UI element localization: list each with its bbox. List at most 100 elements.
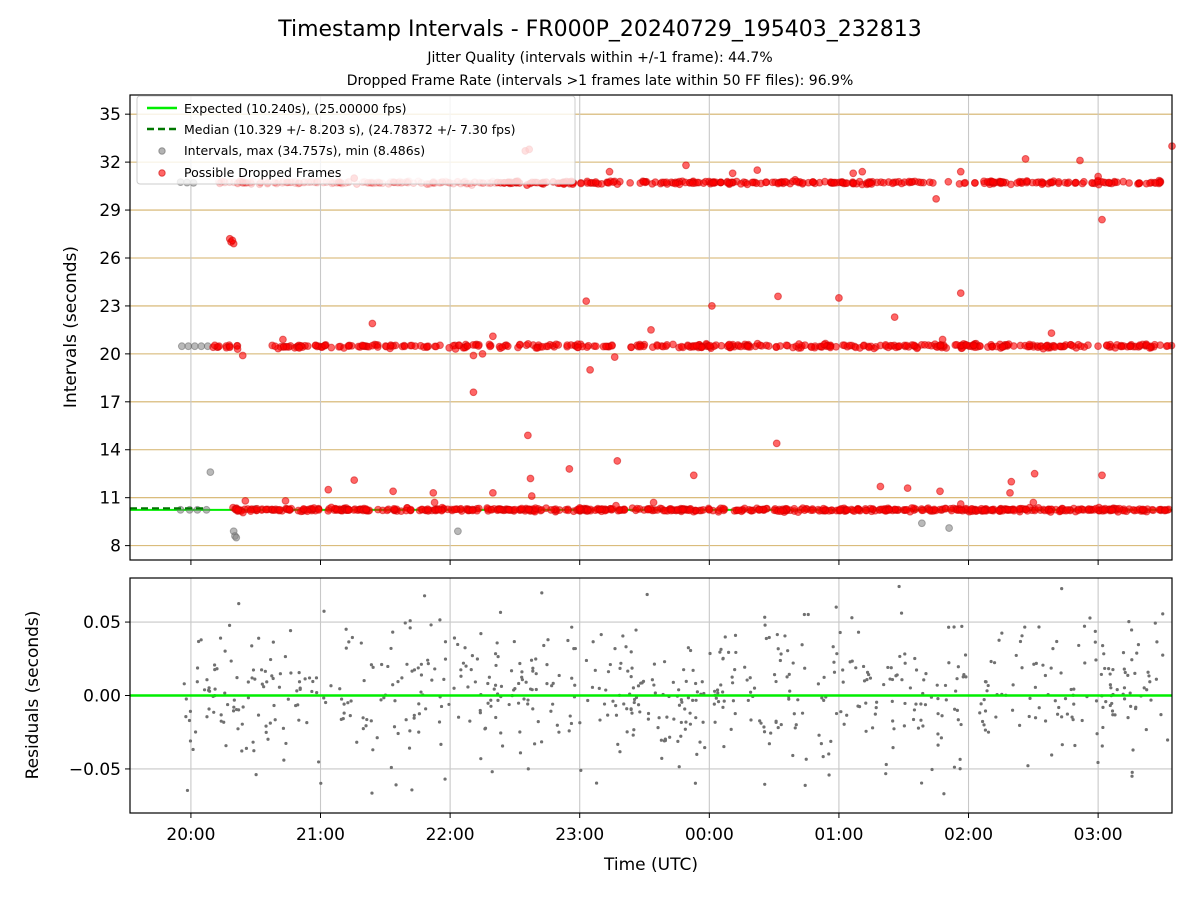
residual-point [456,642,460,647]
residual-point [534,687,538,692]
residual-point [1161,612,1165,616]
residual-point [273,718,277,722]
residual-point [464,664,468,668]
residual-point [193,730,198,734]
residual-point [253,677,257,681]
residual-point [884,772,888,776]
legend-intervals-swatch [158,147,166,155]
dropped-frame-point [988,177,997,186]
residual-point [657,716,661,720]
dropped-frame-point [538,342,547,351]
residual-point [889,666,893,670]
dropped-frame-point [1107,506,1116,515]
residual-point [347,640,351,644]
dropped-frame-point [662,178,671,187]
x-tick-label: 01:00 [814,825,863,845]
top-y-tick-label: 14 [99,441,121,461]
residual-point [369,719,373,723]
residual-point [1104,699,1108,704]
residual-point [838,630,842,635]
residual-point [236,727,240,731]
residual-point [888,677,892,681]
residual-point [322,609,326,613]
dropped-frame-outlier [1029,498,1038,507]
residual-point [262,685,266,689]
residual-point [473,680,477,684]
chart-subtitle-dropped: Dropped Frame Rate (intervals >1 frames … [347,73,854,89]
residual-point [1144,727,1148,732]
residual-point [573,683,577,687]
residual-point [492,687,496,691]
dropped-frame-point [867,180,876,188]
top-y-tick-label: 32 [99,153,121,173]
residual-point [958,757,962,761]
residual-point [792,712,796,716]
residual-point [606,713,610,717]
residual-point [890,699,894,704]
dropped-frame-outlier [903,484,912,492]
dropped-frame-point [925,506,934,514]
dropped-frame-outlier [1030,469,1039,478]
residual-point [438,618,442,622]
residual-point [626,669,630,673]
residual-point [570,676,574,680]
dropped-frame-point [524,505,533,514]
residual-point [640,681,644,685]
residual-point [1110,709,1115,713]
residual-point [624,645,628,649]
residual-point [479,757,483,761]
top-y-tick-label: 29 [99,201,121,221]
residual-point [767,742,771,746]
residual-point [1082,624,1087,628]
top-y-tick-label: 8 [110,537,121,557]
residual-point [800,643,804,647]
residual-point [566,638,570,643]
residual-point [763,782,767,786]
residual-point [315,691,319,695]
residual-point [227,623,232,627]
residual-point [1055,639,1059,644]
residual-point [322,696,326,700]
residual-point [955,708,959,713]
residual-point [982,723,986,727]
residual-point [250,644,254,648]
residual-point [361,727,365,731]
residual-point [1060,587,1064,591]
residual-point [636,684,641,688]
residual-point [1161,653,1165,657]
residual-point [831,645,835,649]
residual-point [1033,716,1038,720]
dropped-frame-point [861,506,870,515]
residual-point [531,666,535,670]
dropped-frame-point [344,506,353,514]
residual-point [677,765,681,769]
residual-point [630,711,634,715]
residual-point [722,744,726,749]
residual-point [594,781,599,785]
dropped-frame-point [432,342,440,351]
residual-point [339,697,344,701]
residual-point [1128,691,1132,695]
dropped-frame-point [1063,179,1072,188]
residual-point [659,738,663,742]
dropped-frame-point [636,342,645,351]
dropped-frame-point [969,341,978,350]
residual-point [1126,716,1130,720]
dropped-frame-point [285,505,294,514]
dropped-frame-point [1022,505,1031,514]
residual-point [241,705,245,709]
residual-point [629,707,633,712]
dropped-frame-point [592,342,600,351]
dropped-frame-point [764,342,773,350]
residual-point [424,707,428,711]
dropped-frame-point [845,341,854,350]
residual-point [980,719,985,724]
dropped-frame-point [373,343,382,351]
residual-point [512,639,516,644]
residual-point [680,700,684,704]
residual-point [1049,666,1053,670]
dropped-frame-point [716,178,725,187]
dropped-frame-point [651,178,660,187]
residual-point [232,698,236,702]
residual-point [936,743,940,747]
